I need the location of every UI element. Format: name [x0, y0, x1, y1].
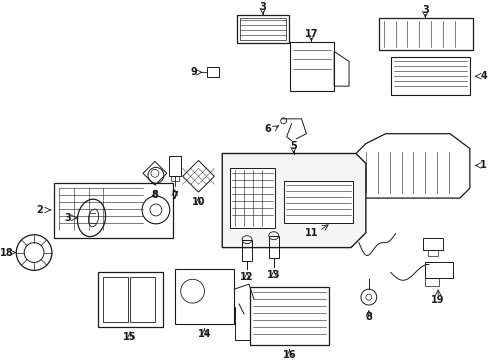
- Bar: [249, 287, 328, 345]
- Text: 15: 15: [123, 332, 137, 342]
- Text: 12: 12: [240, 272, 253, 282]
- Bar: [240, 18, 285, 40]
- Bar: [425, 262, 452, 278]
- Text: 9: 9: [190, 67, 197, 77]
- Bar: [427, 249, 437, 256]
- Bar: [98, 273, 163, 327]
- Bar: [103, 277, 128, 322]
- Bar: [390, 58, 469, 95]
- Bar: [283, 181, 352, 223]
- Text: 8: 8: [151, 190, 158, 200]
- Text: 19: 19: [430, 295, 444, 305]
- Text: 6: 6: [264, 124, 271, 134]
- Text: 4: 4: [479, 71, 486, 81]
- Text: 17: 17: [304, 29, 318, 39]
- Bar: [174, 269, 234, 324]
- Text: 3: 3: [421, 5, 428, 15]
- Bar: [425, 278, 438, 286]
- Bar: [130, 277, 155, 322]
- Bar: [423, 238, 442, 249]
- Text: 8: 8: [365, 312, 371, 322]
- Bar: [237, 15, 288, 42]
- Polygon shape: [222, 153, 365, 248]
- Text: 1: 1: [479, 161, 486, 170]
- Text: 2: 2: [37, 205, 43, 215]
- Text: 3: 3: [64, 213, 71, 223]
- Bar: [168, 157, 180, 176]
- Bar: [230, 168, 274, 228]
- Text: 14: 14: [197, 329, 211, 339]
- Bar: [54, 183, 172, 238]
- Bar: [289, 42, 333, 91]
- Text: 16: 16: [282, 350, 296, 360]
- Bar: [207, 67, 219, 77]
- Bar: [242, 240, 251, 261]
- Bar: [170, 176, 178, 181]
- Text: 10: 10: [191, 197, 205, 207]
- Text: 11: 11: [304, 228, 318, 238]
- Text: 3: 3: [259, 2, 265, 12]
- Text: 13: 13: [266, 270, 280, 280]
- Bar: [378, 18, 472, 50]
- Text: 7: 7: [171, 191, 178, 201]
- Text: 18: 18: [0, 248, 13, 257]
- Bar: [268, 236, 278, 257]
- Text: 5: 5: [289, 141, 296, 150]
